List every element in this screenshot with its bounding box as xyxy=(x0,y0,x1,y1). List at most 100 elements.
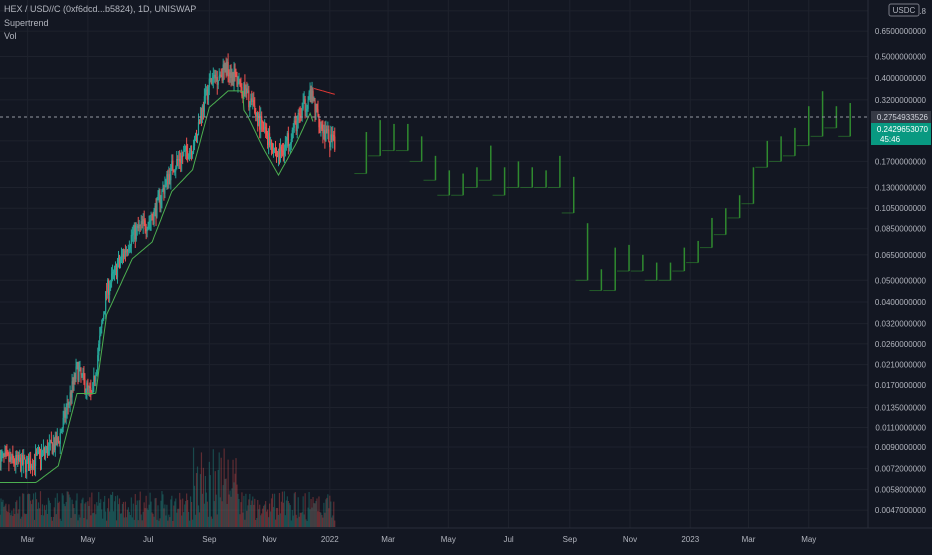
volume-bar xyxy=(311,507,313,527)
candle-body xyxy=(322,129,324,134)
candle-body xyxy=(17,455,19,460)
volume-bar xyxy=(54,497,56,527)
candle-body xyxy=(58,441,60,444)
candle-body xyxy=(136,225,138,228)
price-tick-label: 0.4000000000 xyxy=(875,74,927,83)
volume-bar xyxy=(74,514,76,527)
volume-bar xyxy=(147,509,149,527)
candle-body xyxy=(326,129,328,131)
candle-body xyxy=(334,136,336,150)
candle-body xyxy=(134,225,136,240)
candle-body xyxy=(192,145,195,153)
volume-bar xyxy=(253,504,255,527)
volume-bar xyxy=(92,513,94,527)
volume-bar xyxy=(272,507,275,527)
time-axis[interactable]: Mar May Jul Sep Nov 2022 Mar May Jul Sep Nov 2023 Ma… xyxy=(21,535,817,544)
volume-bar xyxy=(15,501,17,527)
price-tick-label: 0.0320000000 xyxy=(875,320,927,329)
volume-bar xyxy=(79,517,81,527)
candle-body xyxy=(244,83,246,94)
volume-bar xyxy=(202,467,205,527)
volume-bar xyxy=(152,513,154,527)
volume-bar xyxy=(300,512,302,527)
volume-bar xyxy=(35,499,38,527)
volume-bar xyxy=(292,515,294,527)
price-tick-label: 0.3200000000 xyxy=(875,96,927,105)
volume-bar xyxy=(142,511,144,527)
volume-bar xyxy=(22,493,24,527)
candle-body xyxy=(185,145,187,150)
candle-body xyxy=(60,431,62,434)
volume-bar xyxy=(93,512,95,527)
candle-body xyxy=(267,133,270,146)
candle-body xyxy=(4,452,6,456)
candle-body xyxy=(30,465,33,469)
price-tick-label: 0.0072000000 xyxy=(875,465,927,474)
candle-body xyxy=(135,227,137,240)
volume-bar xyxy=(132,503,134,527)
price-tick-label: 0.1700000000 xyxy=(875,157,927,166)
volume-bar xyxy=(321,515,323,527)
candle-body xyxy=(161,190,163,199)
price-tick-label: 0.0135000000 xyxy=(875,404,927,413)
symbol-title[interactable]: HEX / USD//C (0xf6dcd...b5824), 1D, UNIS… xyxy=(4,4,197,14)
candle-body xyxy=(207,86,209,100)
candle-body xyxy=(91,391,93,394)
candle-body xyxy=(287,133,289,146)
volume-bar xyxy=(309,509,311,527)
candle-body xyxy=(297,113,299,121)
volume-bar xyxy=(242,512,244,527)
volume-bar xyxy=(188,520,191,527)
candle-body xyxy=(261,116,263,122)
volume-bar xyxy=(1,501,3,527)
candle-body xyxy=(174,171,176,173)
volume-bar xyxy=(60,520,62,527)
time-tick-label: Jul xyxy=(503,535,513,544)
volume-bar xyxy=(114,496,117,527)
candle-body xyxy=(262,121,264,123)
price-tick-label: 0.6500000000 xyxy=(875,27,927,36)
volume-bar xyxy=(44,510,47,527)
candle-body xyxy=(230,72,232,78)
volume-bar xyxy=(73,507,75,527)
supertrend-indicator-label[interactable]: Supertrend xyxy=(4,18,49,28)
volume-bar xyxy=(204,475,206,527)
candle-body xyxy=(138,224,140,229)
price-tick-label: 0.0047000000 xyxy=(875,506,927,515)
candle-body xyxy=(302,102,304,109)
volume-indicator-label[interactable]: Vol xyxy=(4,31,17,41)
volume-bar xyxy=(100,499,102,527)
candle-body xyxy=(35,452,38,454)
volume-bar xyxy=(126,509,128,527)
candle-body xyxy=(127,250,129,252)
volume-bar xyxy=(31,499,34,527)
volume-bar xyxy=(95,514,97,527)
volume-bar xyxy=(58,501,60,527)
volume-bar xyxy=(0,514,1,527)
volume-bar xyxy=(188,511,190,527)
time-tick-label: 2022 xyxy=(321,535,339,544)
candle-body xyxy=(7,453,9,455)
candle-body xyxy=(100,328,102,336)
candle-body xyxy=(256,112,258,117)
volume-bar xyxy=(333,501,335,527)
currency-badge[interactable]: USDC xyxy=(888,3,920,17)
volume-bar xyxy=(205,492,207,527)
candle-body xyxy=(75,366,77,379)
candle-body xyxy=(236,75,238,86)
volume-bar xyxy=(210,516,212,527)
candle-body xyxy=(62,417,64,428)
candle-body xyxy=(270,143,273,151)
volume-bar xyxy=(162,494,164,527)
candle-body xyxy=(65,410,67,418)
candle-body xyxy=(202,105,205,112)
candle-body xyxy=(294,120,296,124)
volume-bar xyxy=(183,512,185,527)
candle-body xyxy=(171,160,173,165)
candle-body xyxy=(142,219,144,225)
volume-bar xyxy=(250,504,252,527)
volume-bar xyxy=(25,514,27,527)
candle-body xyxy=(166,174,168,180)
